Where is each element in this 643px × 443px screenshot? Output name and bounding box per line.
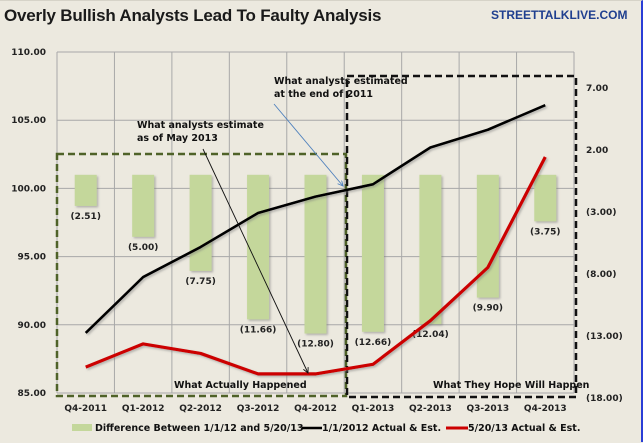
actual-happened-box <box>55 152 348 398</box>
hope-box-label: What They Hope Will Happen <box>433 380 590 391</box>
bar <box>132 174 155 237</box>
left-tick-label: 105.00 <box>11 116 46 126</box>
x-tick-label: Q4-2011 <box>64 404 107 414</box>
right-tick-label: (18.00) <box>586 394 623 404</box>
bar-data-label: (12.66) <box>355 338 392 348</box>
right-tick-label: (8.00) <box>586 270 616 280</box>
annotation-2011-arrow <box>273 103 343 186</box>
annotation-2013-line1: What analysts estimate <box>137 120 264 131</box>
left-tick-label: 85.00 <box>18 389 46 399</box>
left-axis-ticks: 85.00 90.00 95.00 100.00 105.00 110.00 <box>11 48 46 399</box>
x-axis-ticks: Q4-2011 Q1-2012 Q2-2012 Q3-2012 Q4-2012 Q1-20… <box>64 404 566 414</box>
legend-label-2013: 5/20/13 Actual & Est. <box>468 423 580 434</box>
line-series <box>84 104 547 376</box>
brand-label: STREETTALKLIVE.COM <box>491 8 628 22</box>
bar-labels: (2.51) (5.00) (7.75) (11.66) (12.80) (12.66) (… <box>71 212 561 350</box>
x-tick-label: Q4-2013 <box>524 404 567 414</box>
annotation-2013-arrow <box>202 148 308 373</box>
bar <box>74 174 97 206</box>
bar-data-label: (12.80) <box>297 340 334 350</box>
left-tick-label: 110.00 <box>11 48 46 58</box>
right-tick-label: 2.00 <box>586 146 608 156</box>
bar-data-label: (12.04) <box>412 330 449 340</box>
annotations: What analysts estimated at the end of 20… <box>137 76 590 391</box>
legend-label-2012: 1/1/2012 Actual & Est. <box>322 423 441 434</box>
legend-label-difference: Difference Between 1/1/12 and 5/20/13 <box>95 423 303 434</box>
bar-data-label: (7.75) <box>185 277 215 287</box>
bar-data-label: (3.75) <box>530 227 560 237</box>
right-tick-label: 7.00 <box>586 84 608 94</box>
bar <box>189 174 212 271</box>
bar-data-label: (5.00) <box>128 243 158 253</box>
hope-will-happen-box <box>345 74 578 399</box>
x-tick-label: Q3-2012 <box>237 404 280 414</box>
right-axis-ticks: (18.00) (13.00) (8.00) (3.00) 2.00 7.00 <box>586 84 623 404</box>
x-tick-label: Q4-2012 <box>294 404 337 414</box>
x-tick-label: Q2-2013 <box>409 404 452 414</box>
bar-data-label: (2.51) <box>71 212 101 222</box>
bar <box>476 174 499 298</box>
right-tick-label: (3.00) <box>586 208 616 218</box>
chart-title: Overly Bullish Analysts Lead To Faulty A… <box>4 6 382 25</box>
bar <box>304 174 327 334</box>
bar-data-label: (9.90) <box>473 304 503 314</box>
x-tick-label: Q1-2012 <box>122 404 165 414</box>
legend: Difference Between 1/1/12 and 5/20/13 1/… <box>72 423 580 434</box>
left-tick-label: 95.00 <box>18 253 46 263</box>
annotation-2013-line2: as of May 2013 <box>137 133 218 144</box>
bar <box>361 174 384 332</box>
bar <box>419 174 442 325</box>
annotation-2011-line2: at the end of 2011 <box>274 89 373 100</box>
bar <box>534 174 557 222</box>
annotation-2011-line1: What analysts estimated <box>274 76 408 87</box>
x-tick-label: Q2-2012 <box>179 404 222 414</box>
left-tick-label: 100.00 <box>11 184 46 194</box>
left-tick-label: 90.00 <box>18 321 46 331</box>
right-tick-label: (13.00) <box>586 332 623 342</box>
legend-swatch-difference <box>72 424 92 431</box>
annotation-boxes <box>55 74 578 399</box>
actual-box-label: What Actually Happened <box>174 380 307 391</box>
x-tick-label: Q3-2013 <box>466 404 509 414</box>
x-tick-label: Q1-2013 <box>352 404 395 414</box>
bar <box>247 174 270 320</box>
bar-data-label: (11.66) <box>240 325 277 335</box>
